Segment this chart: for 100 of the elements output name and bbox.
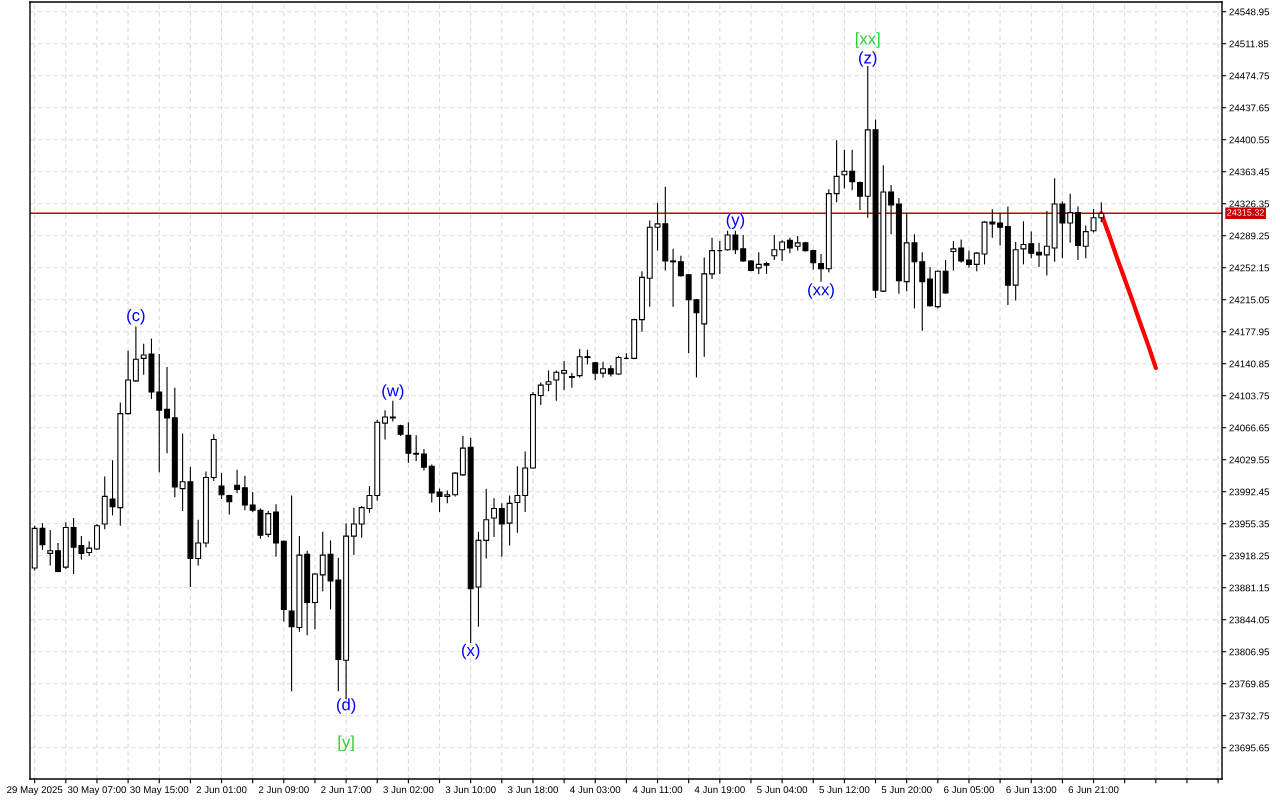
annotation: (d) [336, 698, 356, 714]
x-tick-label: 2 Jun 17:00 [321, 786, 372, 794]
annotation: (y) [726, 213, 745, 229]
candlestick [164, 366, 170, 454]
y-tick-label: 24326.35 [1229, 200, 1270, 208]
y-tick-label: 24548.95 [1229, 8, 1270, 16]
x-tick-label: 30 May 15:00 [130, 786, 189, 796]
y-tick-label: 24177.95 [1229, 328, 1270, 336]
y-tick-label: 23695.65 [1229, 744, 1270, 752]
y-tick-label: 24103.75 [1229, 392, 1270, 400]
candlestick [506, 495, 513, 547]
y-tick-label: 24140.85 [1229, 360, 1270, 368]
candlestick [670, 248, 677, 308]
candlestick [382, 409, 388, 441]
candlestick [709, 237, 716, 280]
y-tick-label: 24252.15 [1229, 264, 1270, 272]
x-tick-label: 29 May 2025 [7, 786, 63, 796]
annotation: (x) [462, 643, 480, 660]
y-tick-label: 23732.75 [1229, 712, 1270, 720]
candlestick [856, 181, 863, 211]
x-tick-label: 4 Jun 11:00 [632, 786, 683, 794]
candlestick [405, 421, 412, 464]
candlestick [498, 502, 505, 558]
x-tick-label: 4 Jun 19:00 [694, 786, 745, 794]
y-tick-label: 24474.75 [1229, 72, 1270, 80]
candlestick [1036, 242, 1043, 268]
x-tick-label: 5 Jun 20:00 [881, 786, 932, 794]
annotation: (xx) [808, 283, 834, 299]
annotation: (w) [382, 384, 404, 400]
y-tick-label: 23769.85 [1229, 680, 1270, 688]
candlestick [420, 448, 427, 472]
y-tick-label: 24066.65 [1229, 424, 1270, 432]
y-tick-label: 23881.15 [1229, 584, 1270, 592]
x-tick-label: 2 Jun 09:00 [258, 786, 309, 794]
x-tick-label: 4 Jun 03:00 [570, 786, 621, 794]
candlestick [195, 519, 202, 566]
y-tick-label: 23992.45 [1229, 488, 1270, 496]
candlestick [491, 497, 497, 538]
x-tick-label: 3 Jun 10:00 [445, 786, 496, 794]
x-tick-label: 6 Jun 13:00 [1006, 786, 1057, 794]
candlestick [537, 382, 544, 406]
candlestick [234, 469, 241, 494]
candlestick [132, 325, 139, 383]
candlestick [93, 523, 100, 551]
candlestick [1043, 210, 1050, 277]
y-tick-label: 24289.25 [1229, 232, 1270, 240]
candlestick [241, 475, 248, 511]
y-tick-label: 24029.55 [1229, 456, 1270, 464]
annotation: (c) [127, 308, 145, 325]
x-tick-label: 6 Jun 05:00 [944, 786, 994, 794]
y-tick-label: 24363.45 [1229, 168, 1270, 176]
candlestick [389, 400, 396, 422]
candlestick [561, 360, 568, 391]
candlestick [965, 250, 972, 269]
x-tick-label: 3 Jun 02:00 [383, 786, 434, 794]
candlestick [568, 372, 575, 389]
candlestick [55, 542, 61, 573]
candlestick [413, 434, 420, 462]
candlestick [600, 361, 607, 378]
candlestick [997, 212, 1004, 246]
candlestick [958, 238, 965, 264]
candlestick [452, 471, 459, 497]
candlestick [841, 149, 848, 190]
candlestick [833, 139, 840, 203]
candlestick [47, 529, 54, 566]
y-tick-label: 23844.05 [1229, 616, 1270, 624]
candlestick [1067, 193, 1074, 244]
x-tick-label: 3 Jun 18:00 [507, 786, 558, 794]
candlestick [849, 149, 856, 191]
candlestick [740, 234, 747, 263]
annotation: [xx] [855, 32, 880, 48]
x-tick-label: 5 Jun 12:00 [819, 786, 870, 794]
x-tick-label: 30 May 07:00 [67, 786, 127, 796]
y-tick-label: 24437.65 [1229, 104, 1270, 112]
y-tick-label: 24215.05 [1229, 296, 1270, 304]
y-tick-label: 24400.55 [1229, 136, 1270, 144]
line-series [1099, 211, 1158, 370]
y-tick-label: 24511.85 [1229, 40, 1269, 48]
ref-line-label: 24315.32 [1227, 209, 1264, 216]
annotation: (z) [859, 51, 877, 67]
candlestick [553, 369, 560, 402]
candlestick [615, 355, 622, 376]
candlestick [771, 234, 778, 261]
candlestick [1082, 225, 1089, 259]
candlestick [514, 465, 521, 534]
candlestick [218, 472, 225, 500]
annotation: [y] [338, 735, 354, 752]
candlestick [888, 184, 895, 235]
candlestick [350, 507, 357, 556]
candlestick [950, 240, 957, 271]
candlestick [942, 259, 949, 295]
candlestick [545, 369, 552, 392]
y-tick-label: 23955.35 [1229, 520, 1270, 528]
y-tick-label: 23806.95 [1229, 648, 1270, 656]
x-tick-label: 2 Jun 01:00 [196, 786, 247, 794]
x-tick-label: 5 Jun 04:00 [757, 786, 808, 794]
candlestick [779, 239, 786, 262]
y-tick-label: 23918.25 [1229, 552, 1270, 560]
x-tick-label: 6 Jun 21:00 [1068, 786, 1119, 794]
candlestick [818, 253, 825, 283]
